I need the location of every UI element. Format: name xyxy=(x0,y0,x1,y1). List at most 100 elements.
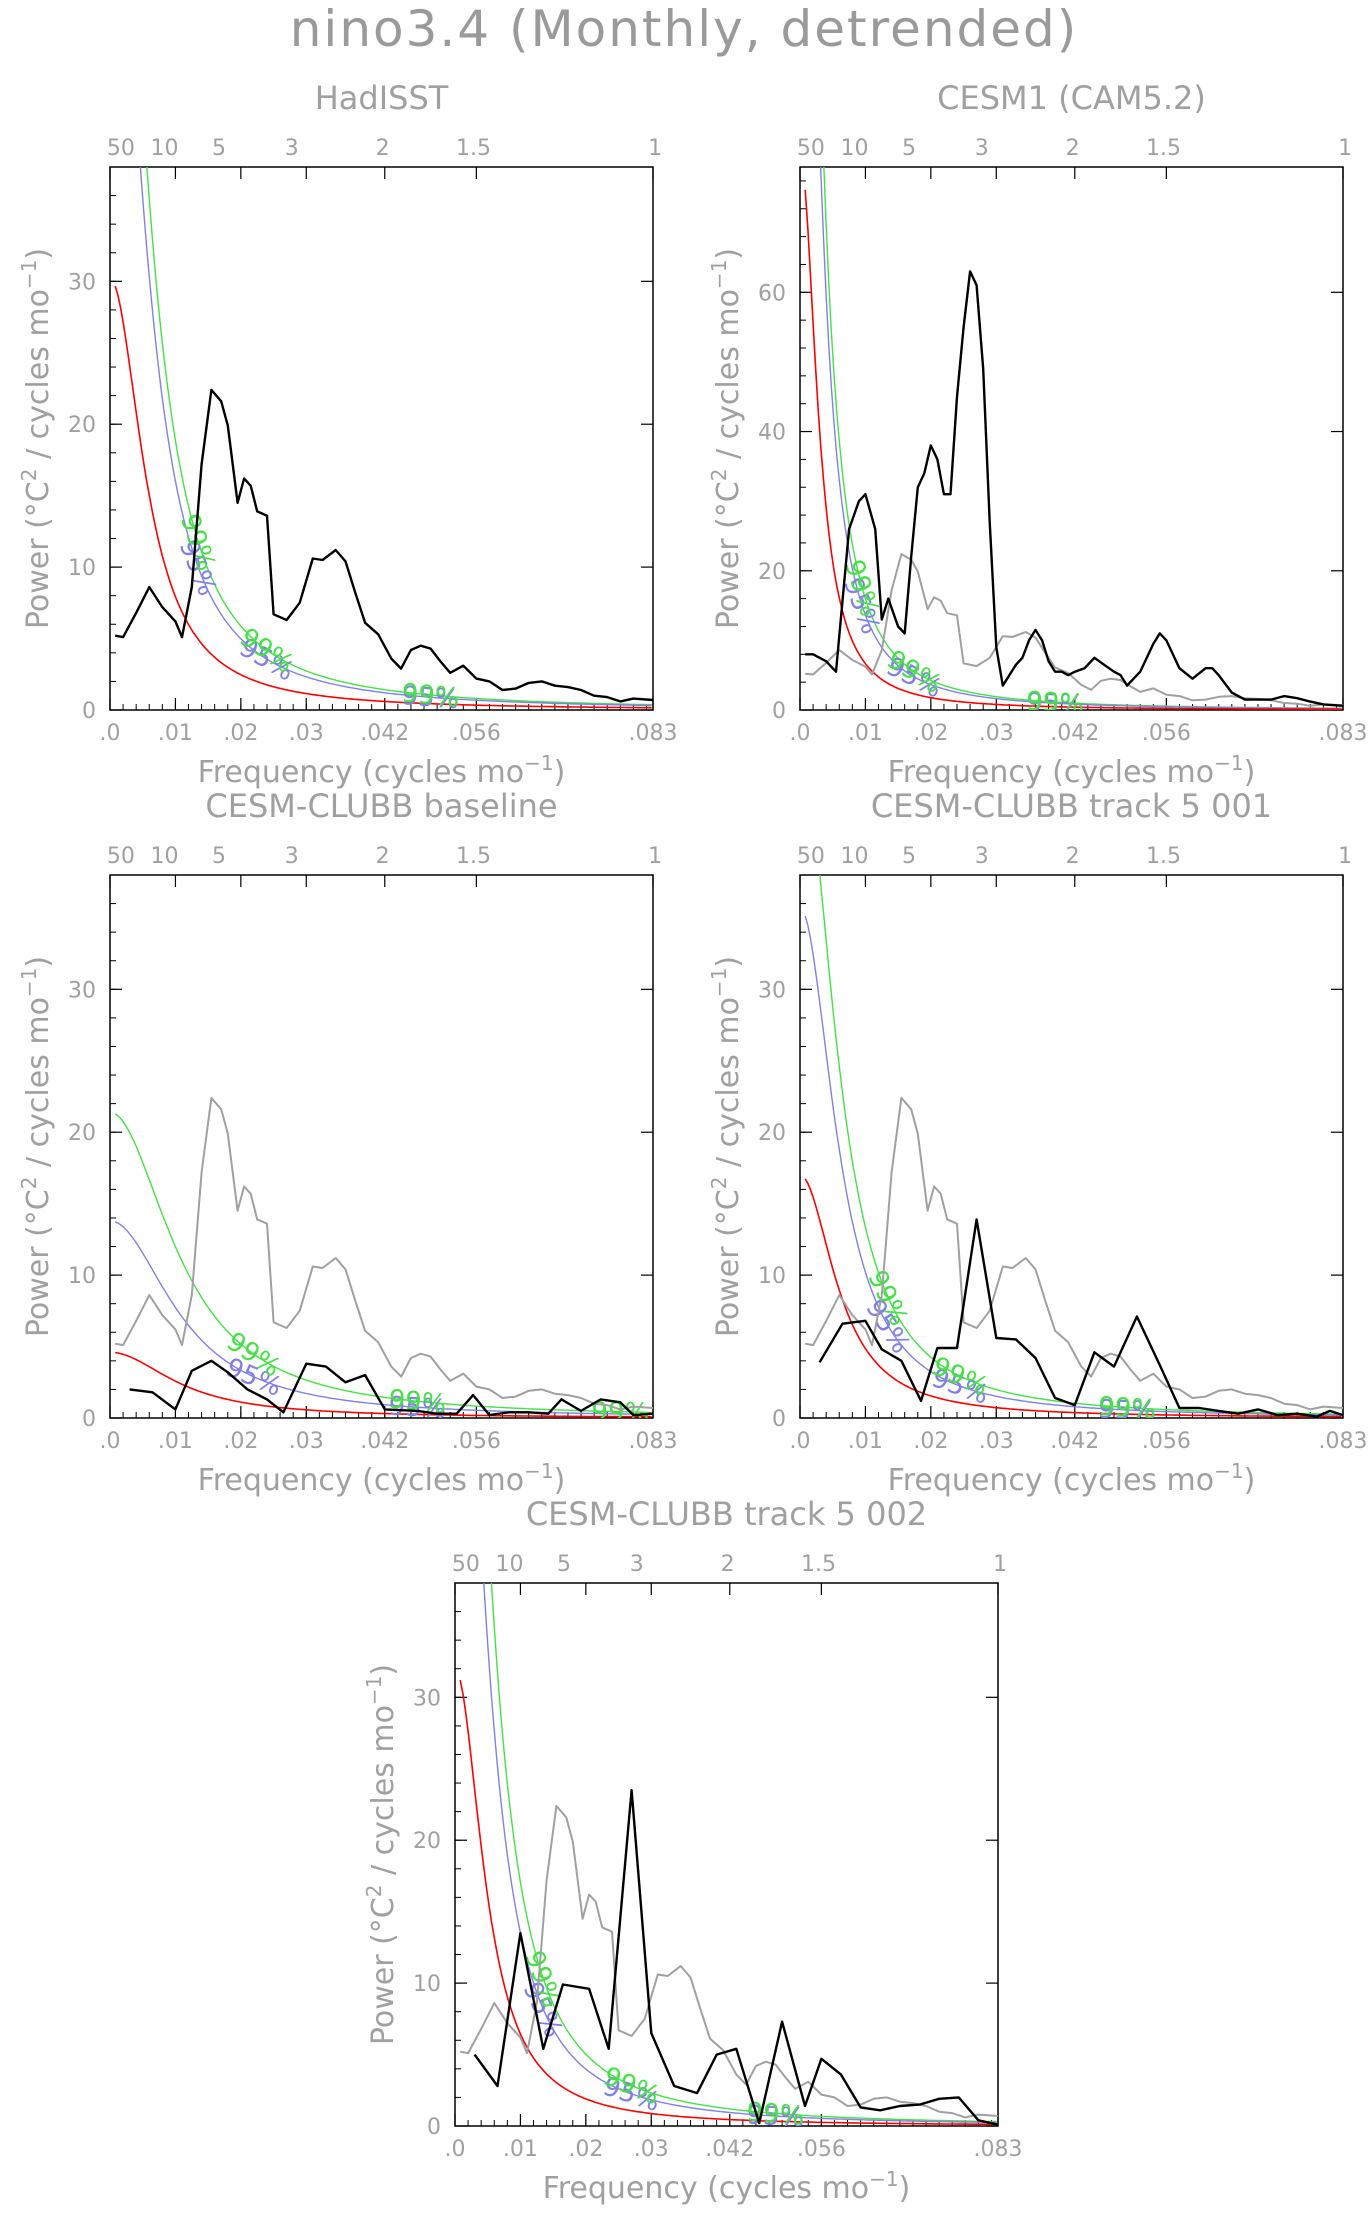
x-tick-label: .01 xyxy=(848,721,883,746)
y-axis-label-mid: / cycles mo xyxy=(711,289,746,468)
x-tick-label: .01 xyxy=(848,1429,883,1454)
x-tick-label: .03 xyxy=(634,2137,669,2162)
x-tick-label: .03 xyxy=(979,1429,1014,1454)
panel-title: CESM-CLUBB baseline xyxy=(205,787,557,825)
ci95-curve xyxy=(819,167,1342,710)
top-tick-label: 5 xyxy=(557,1552,571,1577)
top-tick-label: 50 xyxy=(107,136,135,161)
plot-frame xyxy=(799,874,1344,1419)
x-axis-label-sup: −1 xyxy=(1214,751,1243,775)
y-axis-label: Power (°C2 / cycles mo−1) xyxy=(707,956,746,1337)
y-tick-label: 60 xyxy=(758,281,786,306)
top-tick-label: 3 xyxy=(285,844,299,869)
x-tick-label: .083 xyxy=(629,1429,678,1454)
y-tick-label: 0 xyxy=(82,1407,96,1432)
top-tick-label: 5 xyxy=(902,136,916,161)
x-tick-label: .0 xyxy=(790,721,811,746)
x-tick-label: .0 xyxy=(100,721,121,746)
x-tick-label: .042 xyxy=(1050,1429,1099,1454)
y-tick-label: 20 xyxy=(413,1829,441,1854)
y-tick-label: 0 xyxy=(82,699,96,724)
x-tick-label: .083 xyxy=(974,2137,1023,2162)
x-axis-label-text: Frequency (cycles mo xyxy=(888,1463,1215,1498)
x-axis-label-sup: −1 xyxy=(524,751,553,775)
top-tick-label: 10 xyxy=(151,844,179,869)
y-axis-label-end: ) xyxy=(21,956,56,968)
red-noise-curve xyxy=(804,1178,1342,1418)
x-axis-label-end: ) xyxy=(554,1463,566,1498)
panel-title: CESM-CLUBB track 5 001 xyxy=(871,787,1272,825)
ci95-curve xyxy=(804,915,1342,1416)
top-tick-label: 1 xyxy=(1338,844,1352,869)
top-tick-label: 50 xyxy=(797,844,825,869)
plot-frame xyxy=(454,1582,999,2127)
x-axis-label-end: ) xyxy=(554,755,566,790)
y-axis-label-sup2: −1 xyxy=(17,260,41,289)
significance-label-ci99: 99% xyxy=(400,678,460,713)
top-tick-label: 1 xyxy=(648,136,662,161)
panel-title: CESM1 (CAM5.2) xyxy=(937,79,1206,117)
ci99-curve xyxy=(146,167,652,706)
top-tick-label: 50 xyxy=(107,844,135,869)
top-tick-label: 2 xyxy=(721,1552,735,1577)
chart-panel-4: CESM-CLUBB track 5 001 .0 .01 .02 .03 .042 .05… xyxy=(707,787,1367,1498)
x-tick-label: .056 xyxy=(452,721,501,746)
x-axis-label-text: Frequency (cycles mo xyxy=(198,755,525,790)
y-axis-label-end: ) xyxy=(21,248,56,260)
plot-area: 95%99%95%99% 99% xyxy=(114,1096,653,1428)
x-axis-label: Frequency (cycles mo−1) xyxy=(198,1459,566,1498)
top-tick-label: 10 xyxy=(841,136,869,161)
significance-label-ci95: 95% xyxy=(401,681,461,715)
spectrum-line xyxy=(129,1359,653,1417)
x-tick-label: .03 xyxy=(289,1429,324,1454)
y-tick-label: 30 xyxy=(758,978,786,1003)
plot-frame xyxy=(109,874,654,1419)
top-tick-label: 1 xyxy=(1338,136,1352,161)
y-axis-label-sup: 2 xyxy=(707,469,731,482)
x-axis-label-end: ) xyxy=(1244,755,1256,790)
significance-label-ci99: 99% xyxy=(1097,1392,1157,1425)
x-axis-label-end: ) xyxy=(899,2171,911,2206)
spectrum-line xyxy=(805,270,1343,707)
red-noise-curve xyxy=(804,189,1342,710)
top-tick-label: 3 xyxy=(630,1552,644,1577)
red-noise-curve xyxy=(114,285,652,709)
page-title: nino3.4 (Monthly, detrended) xyxy=(289,0,1079,58)
y-axis-label-mid: / cycles mo xyxy=(21,289,56,468)
y-tick-label: 10 xyxy=(68,556,96,581)
x-axis-label-text: Frequency (cycles mo xyxy=(198,1463,525,1498)
y-tick-label: 20 xyxy=(68,1121,96,1146)
y-axis-label: Power (°C2 / cycles mo−1) xyxy=(362,1664,401,2045)
y-tick-label: 20 xyxy=(758,1121,786,1146)
y-tick-label: 30 xyxy=(68,270,96,295)
y-axis-label-end: ) xyxy=(711,956,746,968)
y-axis-label: Power (°C2 / cycles mo−1) xyxy=(707,248,746,629)
top-tick-label: 5 xyxy=(212,844,226,869)
x-tick-label: .0 xyxy=(790,1429,811,1454)
y-axis-label-sup: 2 xyxy=(17,1177,41,1190)
x-tick-label: .01 xyxy=(503,2137,538,2162)
top-tick-label: 1.5 xyxy=(1146,844,1181,869)
y-tick-label: 10 xyxy=(413,1972,441,1997)
significance-label-ci99: 99% xyxy=(387,1385,447,1421)
reference-spectrum-line xyxy=(805,553,1343,707)
panel-title: HadISST xyxy=(315,79,449,117)
y-tick-label: 0 xyxy=(772,699,786,724)
top-tick-label: 3 xyxy=(285,136,299,161)
significance-label-ci99: 99% xyxy=(591,1397,650,1428)
y-axis-label-sup: 2 xyxy=(707,1177,731,1190)
x-tick-label: .056 xyxy=(452,1429,501,1454)
red-noise-curve xyxy=(115,1351,652,1418)
x-tick-label: .042 xyxy=(360,721,409,746)
x-tick-label: .083 xyxy=(629,721,678,746)
ci95-curve xyxy=(483,1583,997,2124)
y-axis-label-end: ) xyxy=(711,248,746,260)
x-tick-label: .02 xyxy=(223,1429,258,1454)
x-axis-label-text: Frequency (cycles mo xyxy=(888,755,1215,790)
x-tick-label: .02 xyxy=(568,2137,603,2162)
y-axis-label-sup2: −1 xyxy=(707,260,731,289)
y-axis-label-end: ) xyxy=(366,1664,401,1676)
x-tick-label: .0 xyxy=(100,1429,121,1454)
y-tick-label: 20 xyxy=(758,560,786,585)
